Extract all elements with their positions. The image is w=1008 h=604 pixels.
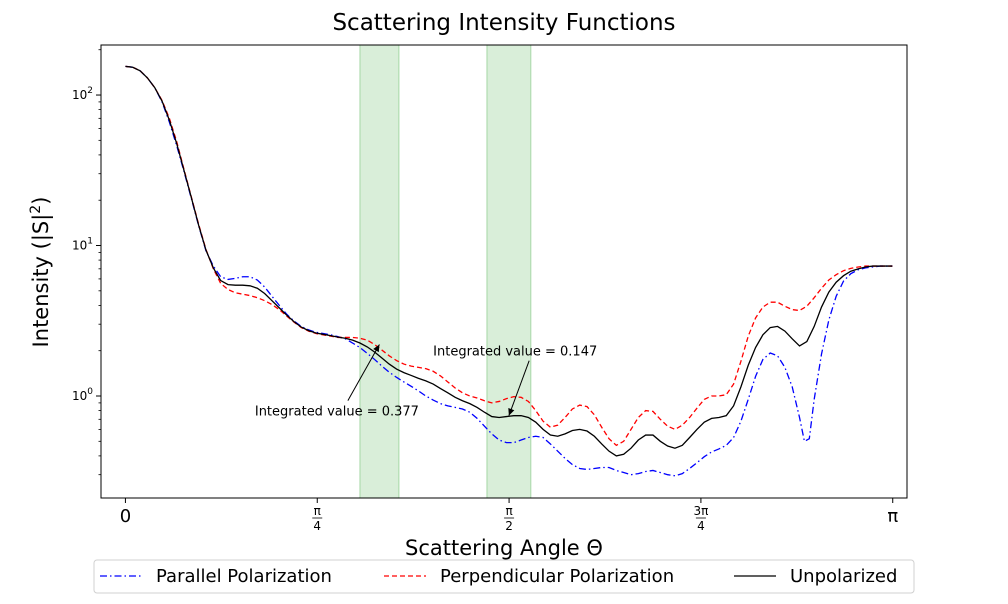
shaded-region	[486, 45, 532, 498]
y-tick-label: 101	[72, 237, 93, 253]
y-axis-label: Intensity (|S|2)	[28, 197, 54, 348]
series-line-perpendicular-polarization	[125, 65, 893, 447]
chart-title: Scattering Intensity Functions	[332, 10, 675, 36]
annotation-arrowhead	[373, 344, 380, 353]
plot-frame	[100, 44, 908, 499]
y-tick-label: 100	[72, 387, 93, 403]
series-line-parallel-polarization	[125, 65, 893, 477]
series-line-unpolarized	[125, 65, 893, 457]
x-tick-label-num: π	[505, 504, 512, 518]
x-tick-label-num: π	[314, 504, 321, 518]
annotation-text: Integrated value = 0.147	[433, 345, 597, 360]
annotation-arrow	[508, 360, 530, 416]
x-axis-label: Scattering Angle Θ	[405, 536, 603, 560]
x-tick-label: 0	[120, 506, 131, 527]
x-tick-label-den: 2	[505, 519, 513, 533]
annotation-arrow	[347, 344, 380, 401]
legend-label: Parallel Polarization	[156, 566, 332, 587]
shaded-region	[359, 45, 400, 498]
legend-label: Perpendicular Polarization	[440, 566, 674, 587]
x-tick-label-den: 4	[697, 519, 705, 533]
x-tick-label: π	[887, 506, 898, 527]
annotation-arrowhead	[508, 408, 515, 416]
legend-label: Unpolarized	[790, 566, 897, 587]
annotation-text: Integrated value = 0.377	[255, 405, 419, 420]
y-tick-label: 102	[72, 86, 93, 102]
x-tick-label-den: 4	[313, 519, 321, 533]
x-tick-label-num: 3π	[693, 504, 708, 518]
legend: Parallel Polarization Perpendicular Polar…	[93, 559, 915, 594]
